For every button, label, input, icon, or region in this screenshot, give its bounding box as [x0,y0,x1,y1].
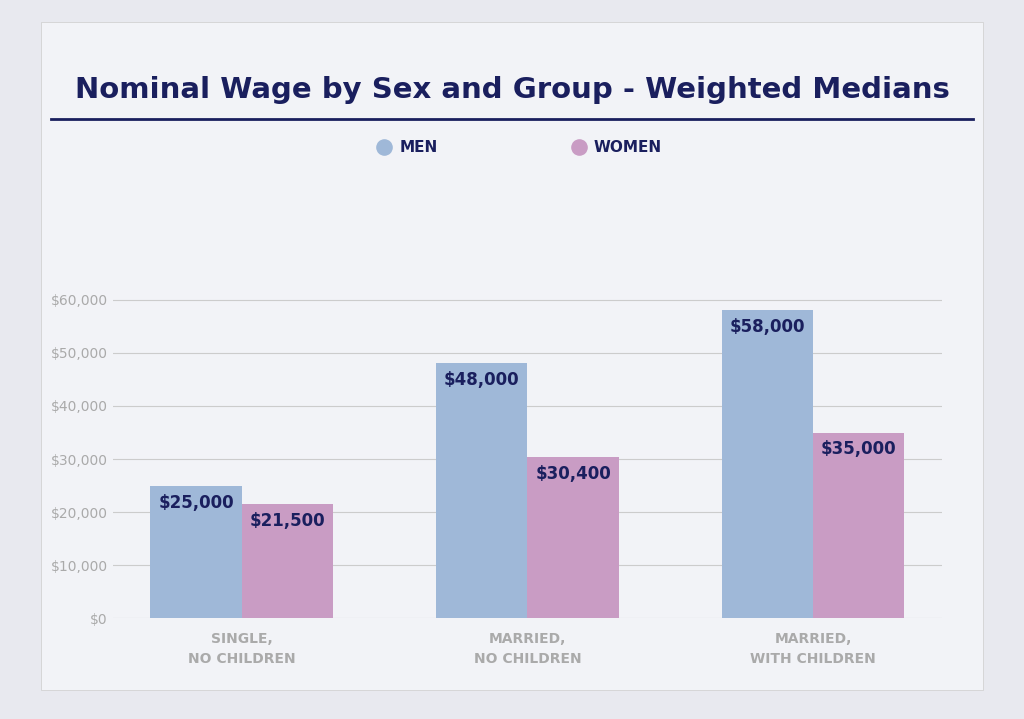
Bar [436,364,527,618]
Bar [722,311,813,618]
Text: $30,400: $30,400 [536,465,611,483]
Text: MEN: MEN [399,140,437,155]
Text: Nominal Wage by Sex and Group - Weighted Medians: Nominal Wage by Sex and Group - Weighted… [75,76,949,104]
Bar [813,433,904,618]
Text: WOMEN: WOMEN [594,140,663,155]
Text: $21,500: $21,500 [250,512,326,530]
Bar [151,485,242,618]
Bar [527,457,618,618]
Text: $58,000: $58,000 [729,319,805,336]
Point [376,142,392,153]
Point [570,142,587,153]
Text: $25,000: $25,000 [159,493,233,511]
Bar [242,504,333,618]
Text: $48,000: $48,000 [443,372,519,390]
Text: $35,000: $35,000 [821,441,896,459]
